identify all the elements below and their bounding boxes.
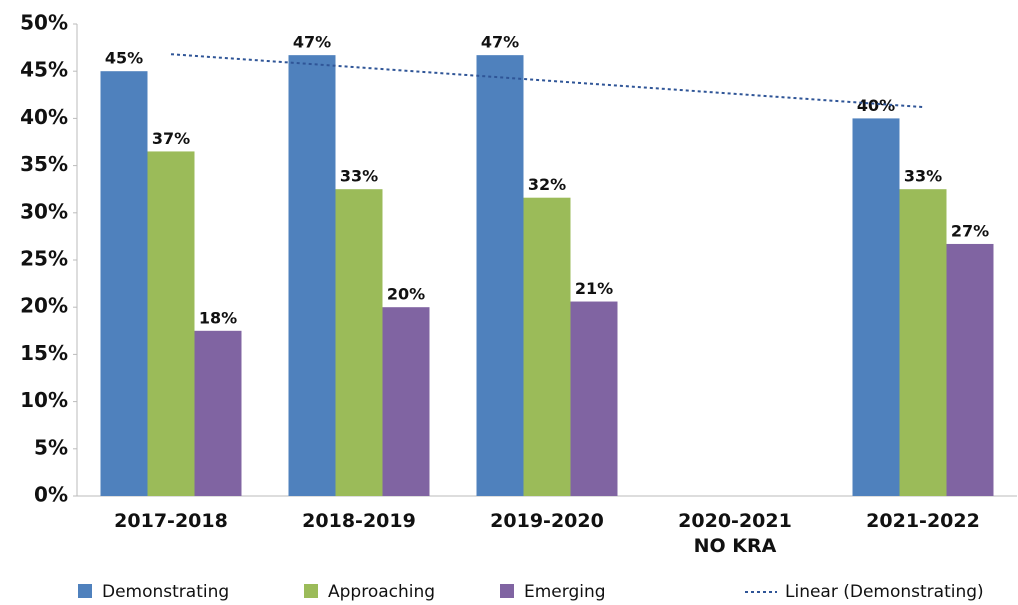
bar bbox=[852, 118, 900, 497]
y-tick-label: 45% bbox=[20, 58, 68, 82]
y-tick-label: 15% bbox=[20, 341, 68, 365]
data-label: 18% bbox=[199, 308, 237, 327]
bar bbox=[288, 55, 336, 496]
legend-swatch bbox=[304, 584, 318, 598]
x-tick-label: 2020-2021 NO KRA bbox=[678, 510, 792, 557]
y-tick-label: 40% bbox=[20, 105, 68, 129]
data-label: 45% bbox=[105, 49, 143, 68]
bar bbox=[382, 307, 430, 496]
data-label: 20% bbox=[387, 285, 425, 304]
y-tick-label: 10% bbox=[20, 388, 68, 412]
legend-label: Demonstrating bbox=[102, 582, 229, 602]
data-label: 40% bbox=[857, 96, 895, 115]
data-label: 33% bbox=[340, 167, 378, 186]
bar bbox=[194, 330, 242, 496]
legend-label: Approaching bbox=[328, 582, 435, 602]
y-tick-label: 25% bbox=[20, 247, 68, 271]
legend-label: Emerging bbox=[524, 582, 606, 602]
y-tick-label: 20% bbox=[20, 294, 68, 318]
bar bbox=[147, 151, 195, 496]
legend-swatch bbox=[500, 584, 514, 598]
data-label: 27% bbox=[951, 221, 989, 240]
bar bbox=[100, 71, 148, 496]
y-tick-label: 50% bbox=[20, 11, 68, 35]
data-label: 37% bbox=[152, 129, 190, 148]
trendline bbox=[170, 53, 924, 109]
legend-swatch bbox=[78, 584, 92, 598]
x-tick-label: 2021-2022 bbox=[866, 510, 980, 532]
bar bbox=[570, 301, 618, 496]
y-tick-label: 30% bbox=[20, 199, 68, 223]
bar bbox=[335, 189, 383, 496]
data-label: 47% bbox=[481, 33, 519, 52]
x-tick-label: 2019-2020 bbox=[490, 510, 604, 532]
y-tick-label: 5% bbox=[34, 435, 68, 459]
y-tick-label: 0% bbox=[34, 483, 68, 507]
legend-label: Linear (Demonstrating) bbox=[785, 582, 984, 602]
y-tick-label: 35% bbox=[20, 152, 68, 176]
bar bbox=[946, 243, 994, 496]
data-label: 47% bbox=[293, 33, 331, 52]
data-label: 32% bbox=[528, 175, 566, 194]
data-label: 33% bbox=[904, 167, 942, 186]
bar bbox=[899, 189, 947, 496]
bar bbox=[476, 55, 524, 496]
x-tick-label: 2017-2018 bbox=[114, 510, 228, 532]
x-tick-label: 2018-2019 bbox=[302, 510, 416, 532]
data-label: 21% bbox=[575, 279, 613, 298]
bar bbox=[523, 197, 571, 497]
